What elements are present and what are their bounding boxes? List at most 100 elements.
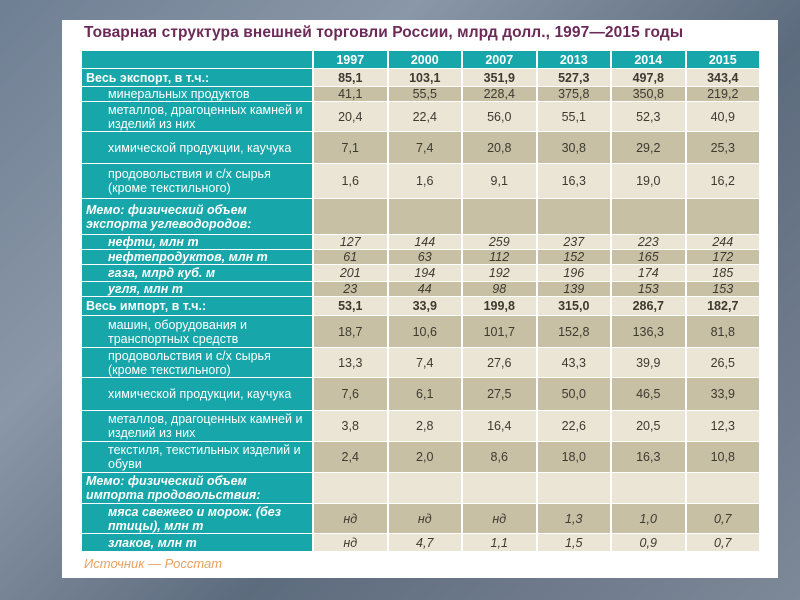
table-cell: 7,1 — [314, 132, 387, 163]
table-row: Мемо: физический объем импорта продоволь… — [82, 473, 759, 503]
table-cell — [314, 473, 387, 503]
row-label: металлов, драгоценных камней и изделий и… — [82, 411, 312, 441]
table-cell: 53,1 — [314, 297, 387, 315]
table-cell: 6,1 — [388, 378, 461, 410]
table-cell: 103,1 — [388, 69, 461, 86]
table-cell — [388, 473, 461, 503]
header-row: 1997 2000 2007 2013 2014 2015 — [82, 51, 759, 68]
table-cell: 7,6 — [314, 378, 387, 410]
table-cell: 2,0 — [388, 442, 461, 472]
table-row: нефти, млн т 127 144 259 237 223 244 — [82, 235, 759, 249]
table-cell: 152,8 — [537, 316, 610, 347]
row-label: Весь экспорт, в т.ч.: — [82, 69, 312, 86]
table-cell: 174 — [612, 265, 685, 281]
row-label: злаков, млн т — [82, 534, 312, 551]
table-cell: 30,8 — [537, 132, 610, 163]
year-header: 2000 — [388, 51, 461, 68]
table-cell — [537, 473, 610, 503]
table-row: нефтепродуктов, млн т 61 63 112 152 165 172 — [82, 250, 759, 264]
table-cell: 20,8 — [463, 132, 536, 163]
table-cell: 497,8 — [612, 69, 685, 86]
table-cell: 196 — [537, 265, 610, 281]
table-cell: 127 — [314, 235, 387, 249]
table-cell: 50,0 — [537, 378, 610, 410]
table-cell: 85,1 — [314, 69, 387, 86]
slide: Товарная структура внешней торговли Росс… — [62, 20, 778, 578]
table-cell: 20,5 — [612, 411, 685, 441]
year-header: 2015 — [686, 51, 759, 68]
table-cell: 55,1 — [537, 102, 610, 131]
table-cell: 201 — [314, 265, 387, 281]
table-cell: 41,1 — [314, 87, 387, 101]
table-row: Мемо: физический объем экспорта углеводо… — [82, 199, 759, 234]
table-cell: 0,7 — [686, 534, 759, 551]
table-cell: 23 — [314, 282, 387, 296]
table-cell — [388, 199, 461, 234]
header-corner — [82, 51, 312, 68]
page-title: Товарная структура внешней торговли Росс… — [84, 24, 684, 41]
table-cell: 56,0 — [463, 102, 536, 131]
table-cell: 244 — [686, 235, 759, 249]
table-cell: нд — [463, 504, 536, 533]
table-cell: 1,0 — [612, 504, 685, 533]
table-cell: нд — [314, 534, 387, 551]
table-cell: 12,3 — [686, 411, 759, 441]
table-row: мяса свежего и морож. (без птицы), млн т… — [82, 504, 759, 533]
table-cell: 44 — [388, 282, 461, 296]
table-cell — [686, 199, 759, 234]
table-cell: 39,9 — [612, 348, 685, 377]
table-cell: 1,5 — [537, 534, 610, 551]
year-header: 2007 — [463, 51, 536, 68]
table-cell: 7,4 — [388, 348, 461, 377]
table-cell: 192 — [463, 265, 536, 281]
table-cell: 101,7 — [463, 316, 536, 347]
table-row: химической продукции, каучука 7,1 7,4 20,8 3… — [82, 132, 759, 163]
table-cell: 16,4 — [463, 411, 536, 441]
year-header: 2013 — [537, 51, 610, 68]
table-cell: 43,3 — [537, 348, 610, 377]
row-label: нефти, млн т — [82, 235, 312, 249]
table-cell: 228,4 — [463, 87, 536, 101]
table-cell: 81,8 — [686, 316, 759, 347]
table-row: минеральных продуктов 41,1 55,5 228,4 375,8 3… — [82, 87, 759, 101]
table-cell: 27,6 — [463, 348, 536, 377]
table-cell — [612, 473, 685, 503]
table-cell: 29,2 — [612, 132, 685, 163]
table-cell: 22,4 — [388, 102, 461, 131]
trade-structure-table: 1997 2000 2007 2013 2014 2015 Весь экспорт, в … — [80, 50, 761, 552]
row-label: Весь импорт, в т.ч.: — [82, 297, 312, 315]
source-note: Источник — Росстат — [84, 556, 223, 571]
table-cell: 136,3 — [612, 316, 685, 347]
row-label: Мемо: физический объем импорта продоволь… — [82, 473, 312, 503]
table-row: химической продукции, каучука 7,6 6,1 27,5 5… — [82, 378, 759, 410]
table-cell: 185 — [686, 265, 759, 281]
row-label: нефтепродуктов, млн т — [82, 250, 312, 264]
table-cell: 199,8 — [463, 297, 536, 315]
table-cell: 1,1 — [463, 534, 536, 551]
year-header: 2014 — [612, 51, 685, 68]
table-cell: 52,3 — [612, 102, 685, 131]
table-cell: 2,8 — [388, 411, 461, 441]
table-cell: 18,7 — [314, 316, 387, 347]
table-cell: 527,3 — [537, 69, 610, 86]
table-cell: 1,6 — [314, 164, 387, 198]
table-row: Весь импорт, в т.ч.: 53,1 33,9 199,8 315,0 28… — [82, 297, 759, 315]
table-cell: 22,6 — [537, 411, 610, 441]
table-row: машин, оборудования и транспортных средс… — [82, 316, 759, 347]
table-cell: 7,4 — [388, 132, 461, 163]
table-cell: 33,9 — [388, 297, 461, 315]
table-cell: нд — [388, 504, 461, 533]
row-label: продовольствия и с/х сырья (кроме тексти… — [82, 348, 312, 377]
row-label: мяса свежего и морож. (без птицы), млн т — [82, 504, 312, 533]
table-cell: 16,3 — [537, 164, 610, 198]
row-label: металлов, драгоценных камней и изделий и… — [82, 102, 312, 131]
table-cell: 237 — [537, 235, 610, 249]
table-cell: 9,1 — [463, 164, 536, 198]
table-cell: 2,4 — [314, 442, 387, 472]
table-cell: 55,5 — [388, 87, 461, 101]
row-label: машин, оборудования и транспортных средс… — [82, 316, 312, 347]
table-cell: 16,2 — [686, 164, 759, 198]
table-cell: нд — [314, 504, 387, 533]
table-cell — [463, 199, 536, 234]
table-cell: 172 — [686, 250, 759, 264]
